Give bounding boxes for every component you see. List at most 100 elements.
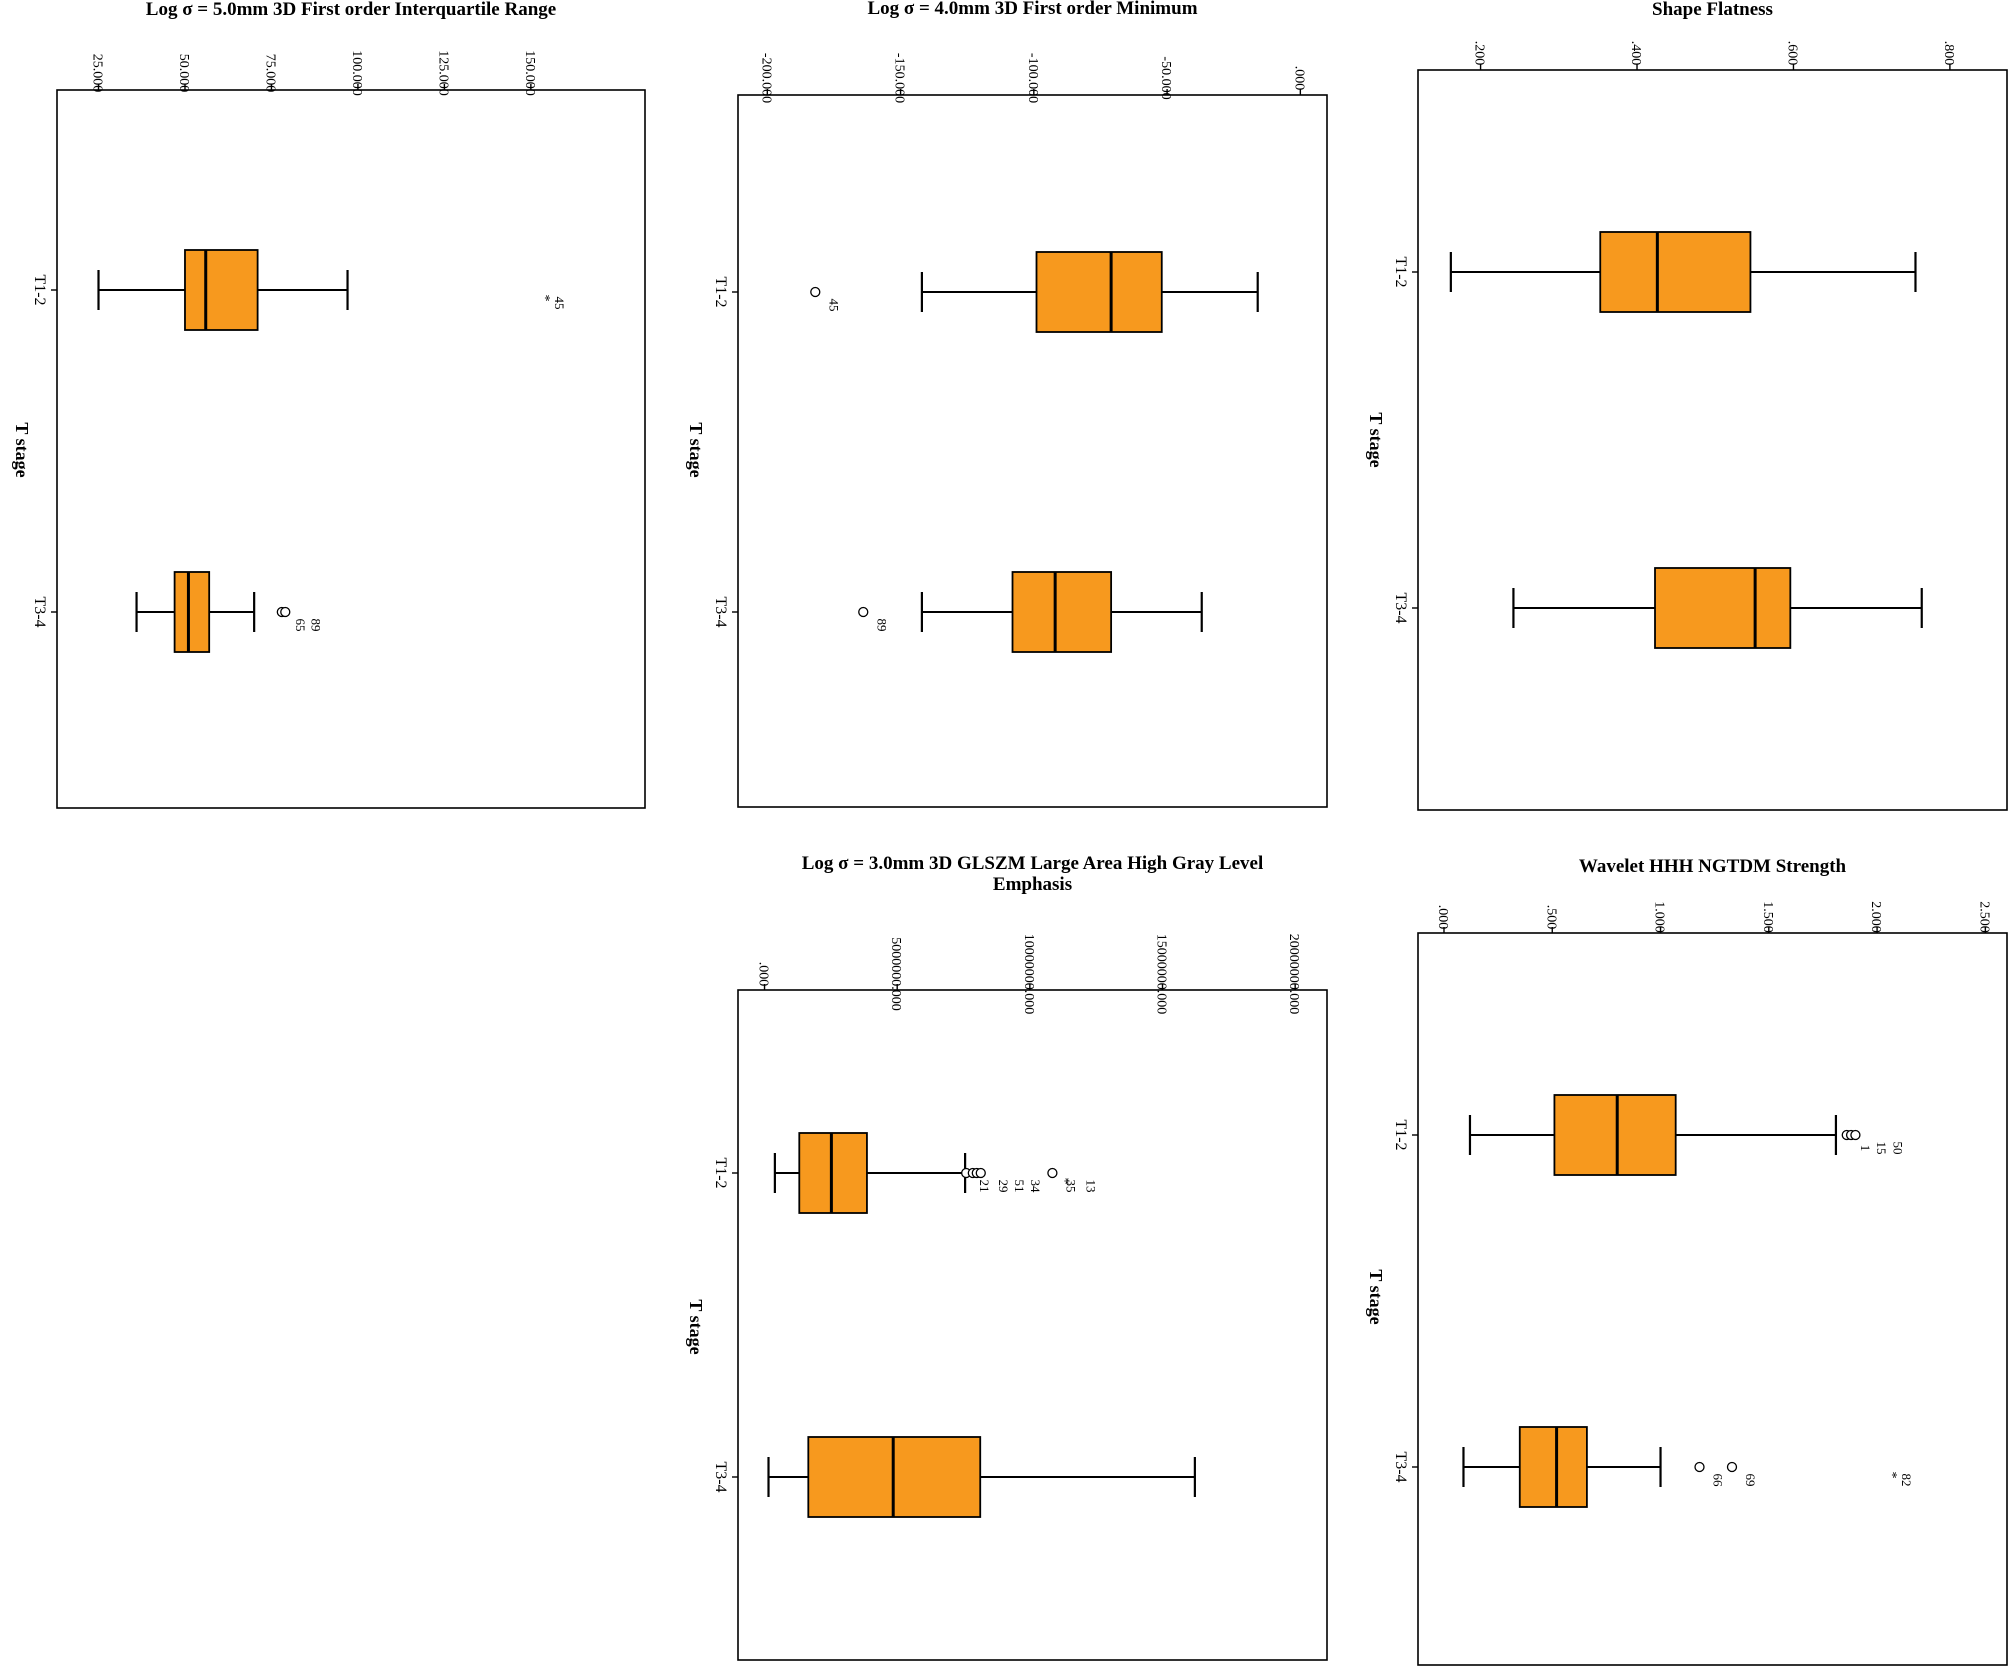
chart-title: Log σ = 5.0mm 3D First order Interquarti… [146,0,556,20]
box-series: 45 [810,251,1259,333]
chart-title: Log σ = 4.0mm 3D First order Minimum [867,0,1197,19]
outlier-label: 82 [1899,1474,1914,1487]
tick-label: .000 [1291,66,1306,91]
tick-label: 1.500 [1760,901,1775,933]
outlier-label: 89 [308,619,323,632]
category-label: T3-4 [31,596,48,627]
plot-frame [737,989,1328,1661]
outlier-marker [810,286,821,298]
tick-label: 2.000 [1868,901,1883,933]
category-label: T1-2 [1392,256,1409,287]
tick-label: -200.000 [758,53,773,103]
tick-label: 25.000 [90,54,105,93]
extreme-marker: * [1056,1178,1071,1185]
chart-title: Wavelet HHH NGTDM Strength [1579,856,1847,877]
outlier-marker [975,1167,986,1179]
box-series [1449,231,1917,313]
tick-label: 5000000.000 [888,937,903,1011]
box-series: 1 15 50 [1468,1094,1905,1176]
extreme-marker: * [537,295,552,302]
outlier-label: 66 [1711,1474,1726,1488]
tick-label: .400 [1628,41,1643,66]
tick-label: -150.000 [892,53,907,103]
tick-label: 100.000 [349,50,364,96]
outlier-marker [858,606,869,618]
outlier-label: 34 [1028,1180,1043,1194]
outlier-label: 13 [1083,1180,1098,1193]
tick-label: 10000000.000 [1021,934,1036,1015]
outlier-marker [1850,1129,1861,1141]
outlier-label: 15 [1874,1142,1889,1155]
category-label: T1-2 [1392,1119,1409,1150]
outlier-label: 29 [996,1180,1011,1193]
plot-frame [1417,932,2008,1666]
plot-frame [56,89,646,809]
outlier-label: 51 [1012,1180,1027,1193]
iqr-box [1654,567,1792,649]
plot-frame [1417,69,2008,811]
outlier-label: 89 [874,619,889,632]
outlier-marker [1047,1167,1058,1179]
boxplot-panel: Wavelet HHH NGTDM Strength .000 .500 1.000 1… [1366,856,2008,1666]
category-label: T3-4 [1392,1451,1409,1482]
plot-frame [737,94,1328,808]
tick-label: 75.000 [262,54,277,93]
axis-title: T stage [1366,1269,1386,1324]
tick-label: -100.000 [1025,53,1040,103]
outlier-label: 45 [552,297,567,310]
outlier-label: 69 [1743,1474,1758,1487]
boxplot-panel: Log σ = 5.0mm 3D First order Interquarti… [12,0,646,809]
tick-label: -50.000 [1158,56,1173,99]
iqr-box [798,1132,868,1214]
iqr-box [1599,231,1752,313]
iqr-box [1011,571,1113,653]
tick-label: .200 [1472,41,1487,66]
category-label: T1-2 [31,274,48,305]
outlier-label: 35 [1063,1180,1078,1193]
chart-title: Shape Flatness [1652,0,1773,20]
outlier-label: 21 [977,1180,992,1193]
tick-label: .600 [1784,41,1799,66]
boxplot-panel: Shape Flatness .200 .400 .600 .800 T1-2 T3-4 T … [1366,0,2008,811]
axis-title: T stage [686,422,706,477]
iqr-box [184,249,259,331]
iqr-box [173,571,211,653]
box-series [1512,567,1923,649]
tick-label: 2.500 [1976,901,1991,933]
category-label: T3-4 [1392,592,1409,623]
box-series [767,1436,1196,1518]
tick-label: 150.000 [522,50,537,96]
extreme-marker: * [1884,1472,1899,1479]
category-label: T1-2 [712,1157,729,1188]
iqr-box [1553,1094,1677,1176]
outlier-label: 45 [826,299,841,312]
tick-label: 1.000 [1652,901,1667,933]
tick-label: 50.000 [176,54,191,93]
tick-label: 15000000.000 [1154,934,1169,1015]
tick-label: 20000000.000 [1286,934,1301,1015]
category-label: T1-2 [712,276,729,307]
box-series: 89 [858,571,1203,653]
outlier-label: 65 [293,619,308,632]
chart-title: Log σ = 3.0mm 3D GLSZM Large Area High G… [802,853,1263,895]
iqr-box [1035,251,1163,333]
tick-label: .000 [1435,905,1450,930]
outlier-label: 50 [1890,1142,1905,1155]
outlier-label: 1 [1858,1145,1873,1152]
category-label: T3-4 [712,596,729,627]
axis-title: T stage [686,1299,706,1354]
tick-label: .000 [756,962,771,987]
box-series: 65 89 [135,571,323,653]
box-series: 66 69 * 82 [1462,1426,1914,1508]
box-series: 21 29 51 34 35* 13 [773,1132,1098,1214]
iqr-box [1518,1426,1588,1508]
boxplot-panel: Log σ = 3.0mm 3D GLSZM Large Area High G… [686,853,1328,1661]
outlier-marker [1694,1461,1705,1473]
outlier-marker [280,606,291,618]
tick-label: .500 [1543,905,1558,930]
axis-title: T stage [12,422,32,477]
axis-title: T stage [1366,412,1386,467]
box-series: * 45 [97,249,567,331]
outlier-marker [1726,1461,1738,1473]
